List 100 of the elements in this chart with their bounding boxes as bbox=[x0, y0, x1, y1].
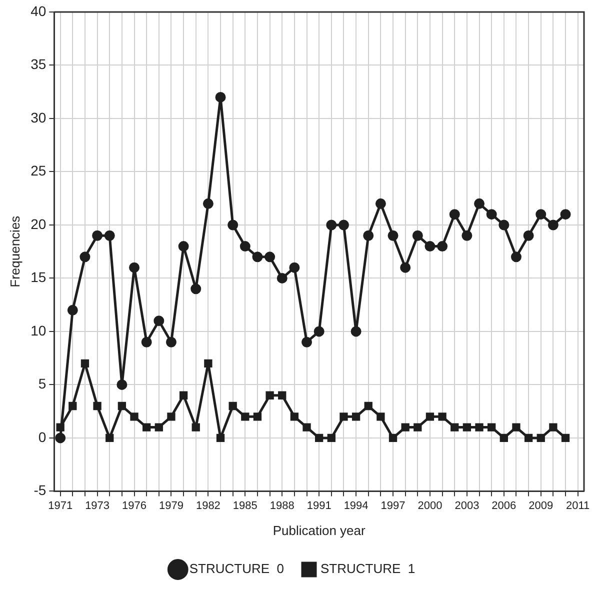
y-tick-label: 40 bbox=[30, 2, 46, 19]
point bbox=[80, 252, 90, 262]
legend-label: STRUCTURE 1 bbox=[320, 561, 416, 576]
y-tick-label: 25 bbox=[30, 162, 46, 179]
point bbox=[426, 412, 434, 421]
point bbox=[512, 423, 520, 432]
y-axis-title: Frequencies bbox=[7, 215, 22, 288]
point bbox=[560, 209, 571, 220]
point bbox=[510, 252, 522, 262]
x-tick-label: 1985 bbox=[232, 500, 258, 512]
point bbox=[106, 434, 114, 442]
point bbox=[129, 262, 140, 273]
point bbox=[340, 412, 348, 421]
point bbox=[228, 220, 238, 230]
point bbox=[302, 423, 311, 432]
point bbox=[154, 423, 163, 432]
x-axis-title: Publication year bbox=[272, 522, 366, 538]
point bbox=[486, 209, 497, 220]
x-tick-label: 2003 bbox=[454, 500, 480, 512]
point bbox=[561, 434, 570, 442]
point bbox=[278, 391, 286, 400]
point bbox=[388, 434, 398, 442]
point bbox=[240, 241, 250, 252]
point bbox=[228, 402, 237, 410]
point bbox=[215, 92, 226, 102]
x-tick-label: 2006 bbox=[492, 500, 516, 512]
point bbox=[327, 434, 336, 442]
x-tick-label: 1994 bbox=[344, 500, 368, 512]
point bbox=[524, 434, 533, 442]
point bbox=[498, 220, 510, 230]
x-tick-label: 1976 bbox=[122, 500, 147, 512]
point bbox=[414, 423, 422, 432]
point bbox=[462, 230, 472, 241]
point bbox=[216, 434, 225, 442]
point bbox=[290, 412, 299, 421]
x-tick-label: 2000 bbox=[418, 500, 442, 512]
point bbox=[536, 434, 545, 442]
x-tick-label: 1988 bbox=[270, 500, 294, 512]
x-tick-label: 1971 bbox=[48, 500, 73, 512]
point bbox=[253, 412, 262, 421]
point bbox=[326, 220, 337, 230]
point bbox=[400, 262, 411, 273]
point bbox=[116, 379, 128, 390]
point bbox=[450, 423, 459, 432]
point bbox=[338, 220, 349, 230]
point bbox=[179, 391, 188, 400]
point bbox=[549, 423, 558, 432]
point bbox=[438, 412, 446, 421]
point bbox=[474, 198, 485, 209]
y-tick-label: 20 bbox=[30, 216, 46, 232]
x-tick-label: 2009 bbox=[528, 500, 554, 512]
point bbox=[437, 241, 448, 252]
x-tick-label: 1973 bbox=[85, 500, 110, 512]
point bbox=[204, 359, 212, 368]
point bbox=[375, 198, 386, 209]
point bbox=[289, 262, 300, 273]
point bbox=[178, 241, 189, 252]
point bbox=[449, 209, 460, 220]
y-tick-label: 5 bbox=[38, 376, 46, 392]
y-tick-label: -5 bbox=[34, 482, 46, 498]
point bbox=[241, 412, 250, 421]
point bbox=[252, 252, 263, 262]
point bbox=[536, 209, 546, 220]
point bbox=[352, 412, 360, 421]
point bbox=[376, 412, 385, 421]
point bbox=[92, 230, 103, 241]
y-tick-label: 30 bbox=[30, 109, 46, 126]
point bbox=[315, 434, 324, 442]
point bbox=[523, 230, 534, 241]
point bbox=[154, 316, 164, 326]
point bbox=[548, 220, 558, 230]
point bbox=[130, 412, 138, 421]
x-tick-label: 1982 bbox=[196, 500, 220, 512]
point bbox=[264, 252, 276, 262]
point bbox=[104, 230, 115, 241]
y-tick-label: 0 bbox=[38, 428, 46, 445]
point bbox=[412, 230, 423, 241]
point bbox=[166, 336, 176, 348]
point bbox=[266, 391, 274, 400]
point bbox=[388, 230, 398, 241]
point bbox=[424, 241, 436, 252]
point bbox=[401, 423, 410, 432]
y-tick-label: 15 bbox=[30, 269, 46, 286]
point bbox=[192, 423, 200, 432]
point bbox=[68, 402, 77, 410]
point bbox=[462, 423, 472, 432]
x-tick-label: 1979 bbox=[158, 500, 184, 512]
y-tick-label: 35 bbox=[30, 56, 46, 72]
point bbox=[67, 304, 78, 316]
point bbox=[167, 412, 176, 421]
point bbox=[118, 402, 126, 410]
y-tick-label: 10 bbox=[30, 322, 46, 338]
point bbox=[350, 326, 362, 337]
point bbox=[475, 423, 484, 432]
point bbox=[190, 284, 202, 294]
point bbox=[314, 326, 324, 337]
point bbox=[202, 198, 214, 209]
x-tick-label: 1991 bbox=[306, 500, 332, 512]
point bbox=[276, 272, 288, 284]
point bbox=[488, 423, 496, 432]
